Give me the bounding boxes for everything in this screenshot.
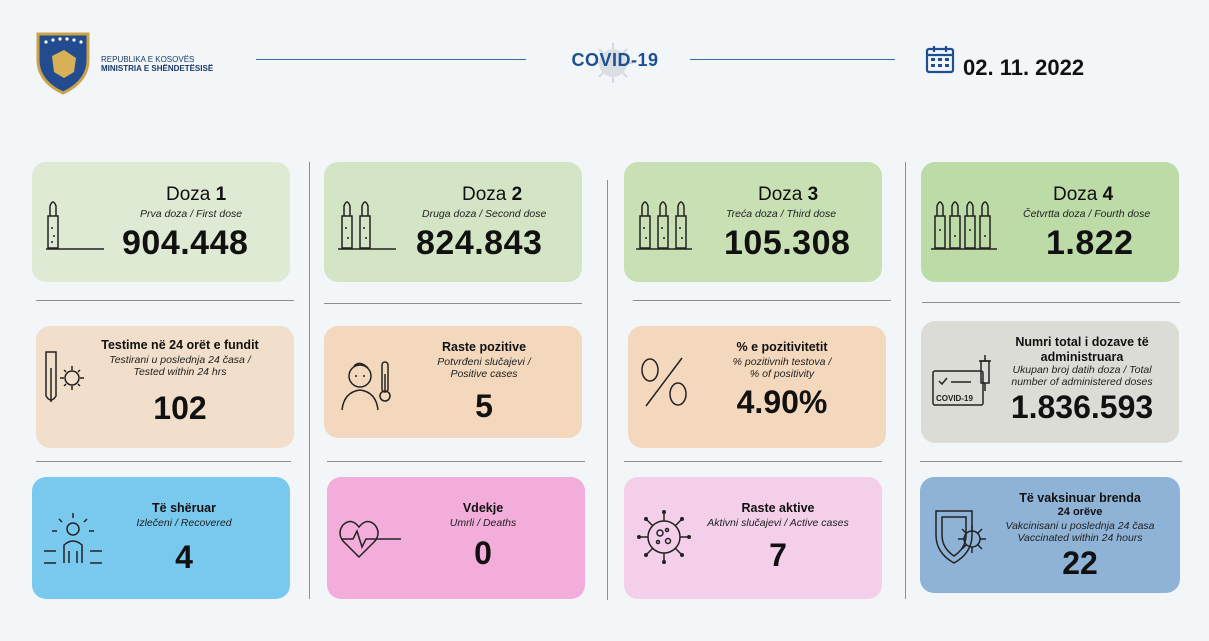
tests-subtitle-2: Tested within 24 hrs <box>133 366 227 378</box>
dose-subtitle: Četvrtta doza / Fourth dose <box>1023 208 1151 220</box>
ministry-name: REPUBLIKA E KOSOVËS MINISTRIA E SHËNDETË… <box>101 55 213 73</box>
total-doses-value: 1.836.593 <box>1010 389 1154 425</box>
logo-line-1: REPUBLIKA E KOSOVËS <box>101 55 195 64</box>
virus-icon <box>637 510 691 564</box>
row-divider <box>624 461 882 462</box>
vial-icon <box>46 201 104 250</box>
dose-number: 3 <box>807 184 819 205</box>
row-divider <box>920 461 1182 462</box>
positivity-title: % e pozitivitetit <box>736 340 828 354</box>
vaccinated-24h-card: Të vaksinuar brenda 24 orëve Vakcinisani… <box>920 477 1180 593</box>
percent-icon <box>641 357 687 407</box>
vials-icon <box>636 201 692 250</box>
column-divider-2 <box>607 180 608 600</box>
row-divider <box>327 461 585 462</box>
dose-value: 105.308 <box>724 224 851 262</box>
positivity-subtitle-1: % pozitivnih testova / <box>732 356 832 368</box>
positive-value: 5 <box>475 388 493 424</box>
shield-virus-icon <box>935 510 986 564</box>
vials-icon <box>931 201 997 250</box>
total-doses-card: COVID-19 Numri total i dozave të adminis… <box>921 321 1179 443</box>
virus-icon <box>593 43 633 83</box>
dose-title: Doza 2 <box>462 184 522 206</box>
recovered-subtitle: Izlečeni / Recovered <box>136 517 232 529</box>
dose-word: Doza <box>166 184 211 205</box>
tests-subtitle-1: Testirani u poslednja 24 časa / <box>109 354 251 366</box>
header-divider-right <box>690 59 895 60</box>
header-divider-left <box>256 59 526 60</box>
positive-subtitle-1: Potvrđeni slučajevi / <box>437 356 531 368</box>
dose-value: 1.822 <box>1046 224 1134 262</box>
tests-title: Testime në 24 orët e fundit <box>101 338 259 352</box>
total-doses-title-1: Numri total i dozave të <box>1015 335 1149 349</box>
total-doses-subtitle-2: number of administered doses <box>1011 376 1153 388</box>
dose-4-card: Doza 4 Četvrtta doza / Fourth dose 1.822 <box>921 162 1179 282</box>
dose-word: Doza <box>758 184 803 205</box>
positive-subtitle-2: Positive cases <box>450 368 518 380</box>
positive-card: Raste pozitive Potvrđeni slučajevi / Pos… <box>324 326 582 438</box>
dose-word: Doza <box>462 184 507 205</box>
positivity-card: % e pozitivitetit % pozitivnih testova /… <box>628 326 886 448</box>
dose-value: 904.448 <box>122 224 249 262</box>
row-divider <box>36 461 291 462</box>
dose-1-card: Doza 1 Prva doza / First dose 904.448 <box>32 162 290 282</box>
vaccination-certificate-icon: COVID-19 <box>932 355 991 406</box>
row-divider <box>922 302 1180 303</box>
vaccinated-24h-title-1: Të vaksinuar brenda <box>1019 491 1141 505</box>
dose-title: Doza 3 <box>758 184 818 206</box>
vials-icon <box>338 201 396 250</box>
total-doses-title-2: administruara <box>1040 350 1124 364</box>
vaccinated-24h-subtitle-2: Vaccinated within 24 hours <box>1017 532 1143 544</box>
dose-title: Doza 1 <box>166 184 226 206</box>
deaths-title: Vdekje <box>462 501 504 515</box>
active-card: Raste aktive Aktivni slučajevi / Active … <box>624 477 882 599</box>
dose-subtitle: Treća doza / Third dose <box>726 208 837 220</box>
dose-number: 4 <box>1102 184 1114 205</box>
dose-2-card: Doza 2 Druga doza / Second dose 824.843 <box>324 162 582 282</box>
heart-monitor-icon <box>339 520 401 559</box>
dose-3-card: Doza 3 Treća doza / Third dose 105.308 <box>624 162 882 282</box>
kosovo-emblem-icon <box>36 32 90 95</box>
recovered-card: Të shëruar Izlečeni / Recovered 4 <box>32 477 290 599</box>
test-tube-icon <box>45 351 84 402</box>
certificate-label: COVID-19 <box>936 394 973 403</box>
dose-subtitle: Druga doza / Second dose <box>422 208 547 220</box>
covid-label: COVID-19 <box>571 50 659 70</box>
tests-value: 102 <box>153 390 207 426</box>
total-doses-subtitle-1: Ukupan broj datih doza / Total <box>1012 364 1152 376</box>
positive-title: Raste pozitive <box>441 340 527 354</box>
sick-person-icon <box>341 361 391 411</box>
column-divider-3 <box>905 162 906 599</box>
dose-number: 1 <box>215 184 227 205</box>
dose-title: Doza 4 <box>1053 184 1113 206</box>
dose-value: 824.843 <box>416 224 543 262</box>
active-subtitle: Aktivni slučajevi / Active cases <box>707 517 849 529</box>
active-value: 7 <box>769 537 787 573</box>
positivity-value: 4.90% <box>736 384 828 420</box>
active-title: Raste aktive <box>741 501 815 515</box>
vaccinated-24h-value: 22 <box>1062 545 1098 581</box>
dose-word: Doza <box>1053 184 1098 205</box>
tests-card: Testime në 24 orët e fundit Testirani u … <box>36 326 294 448</box>
deaths-value: 0 <box>474 535 492 571</box>
recovered-title: Të shëruar <box>152 501 216 515</box>
logo-line-2: MINISTRIA E SHËNDETËSISË <box>101 64 214 73</box>
row-divider <box>36 300 294 301</box>
deaths-subtitle: Umrli / Deaths <box>449 517 517 529</box>
report-date: 02. 11. 2022 <box>963 55 1085 80</box>
row-divider <box>324 303 582 304</box>
calendar-icon <box>925 46 955 74</box>
row-divider <box>633 300 891 301</box>
deaths-card: Vdekje Umrli / Deaths 0 <box>327 477 585 599</box>
column-divider-1 <box>309 162 310 599</box>
positivity-subtitle-2: % of positivity <box>749 368 815 380</box>
recovered-value: 4 <box>175 539 193 575</box>
covid-title: COVID-19 <box>540 36 690 86</box>
dose-number: 2 <box>511 184 523 205</box>
vaccinated-24h-subtitle-1: Vakcinisani u poslednja 24 časa <box>1005 520 1155 532</box>
vaccinated-24h-title-2: 24 orëve <box>1057 506 1103 518</box>
recovered-person-icon <box>44 513 102 564</box>
dose-subtitle: Prva doza / First dose <box>140 208 243 220</box>
